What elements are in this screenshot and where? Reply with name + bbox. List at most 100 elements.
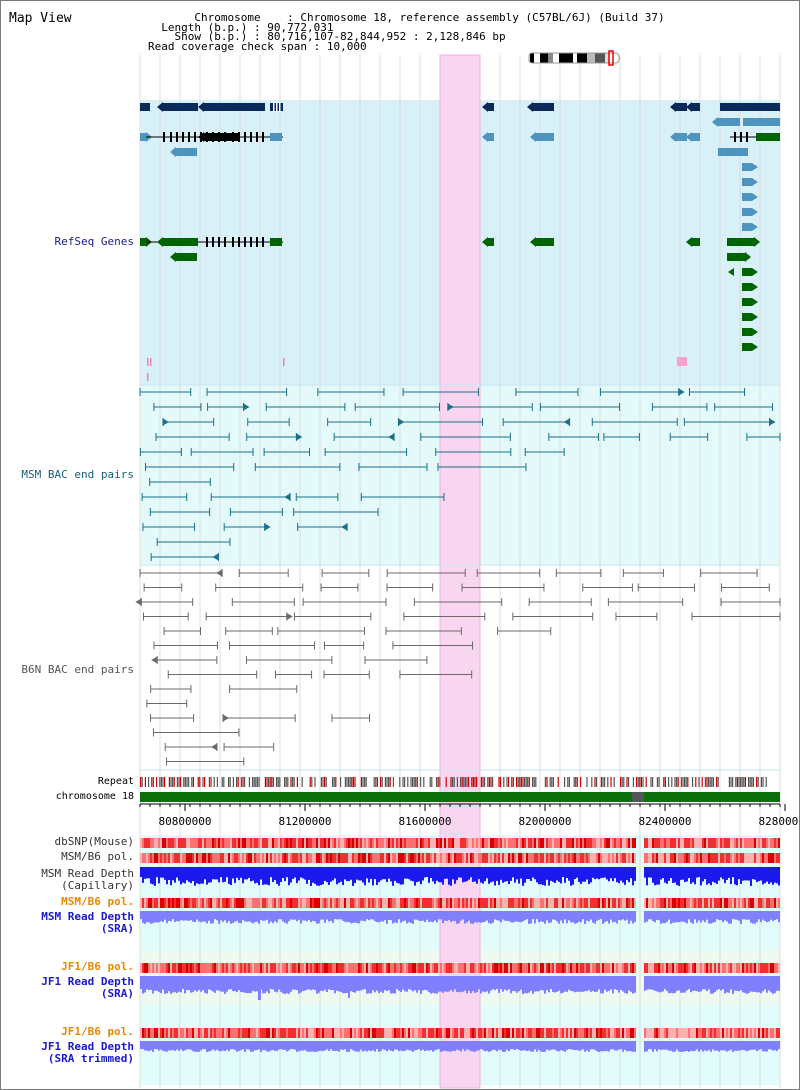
jf1-pol-heat xyxy=(158,963,160,973)
msm-depth-capillary-bar xyxy=(698,867,700,878)
track-label-jf1-depth-trimmed[interactable]: JF1 Read Depth xyxy=(41,1040,134,1053)
msm-pol2-heat xyxy=(768,898,770,908)
track-label-dbsnp[interactable]: dbSNP(Mouse) xyxy=(54,835,134,848)
jf1-pol-heat xyxy=(376,963,378,973)
msm-pol2-heat xyxy=(364,898,366,908)
msm-pol-heat xyxy=(450,853,452,863)
track-label-jf1-b6-pol-1[interactable]: JF1/B6 pol. xyxy=(61,960,134,973)
msm-pol2-heat xyxy=(446,898,448,908)
jf1-pol-heat xyxy=(736,963,738,973)
track-label-refseq[interactable]: RefSeq Genes xyxy=(54,235,134,248)
msm-pol2-heat xyxy=(742,898,744,908)
jf1-depth-sra-bar xyxy=(646,976,648,990)
jf1-depth-trimmed-bar xyxy=(370,1041,372,1052)
jf1-depth-trimmed-bar xyxy=(666,1041,668,1050)
msm-pol-heat xyxy=(754,853,756,863)
jf1-pol-heat xyxy=(488,963,490,973)
jf1-pol2-heat xyxy=(390,1028,392,1038)
dbsnp-heat xyxy=(318,838,320,848)
jf1-pol2-heat xyxy=(466,1028,468,1038)
msm-depth-capillary-bar xyxy=(304,867,306,880)
track-label-msm-depth-sra[interactable]: MSM Read Depth xyxy=(41,910,134,923)
gene-strand-arrow xyxy=(752,178,758,186)
dbsnp-heat xyxy=(192,838,194,848)
jf1-depth-trimmed-bar xyxy=(530,1041,532,1052)
msm-depth-sra-bar xyxy=(330,911,332,921)
dbsnp-heat xyxy=(282,838,284,848)
repeat-mark xyxy=(152,777,154,787)
repeat-mark xyxy=(732,777,734,787)
msm-depth-sra-bar xyxy=(402,911,404,922)
track-label-repeat[interactable]: Repeat xyxy=(97,776,134,787)
jf1-depth-sra-bar xyxy=(214,976,216,993)
msm-depth-capillary-bar xyxy=(398,867,400,884)
jf1-pol-heat xyxy=(450,963,452,973)
repeat-mark xyxy=(516,777,518,787)
msm-depth-capillary-bar xyxy=(726,867,728,880)
msm-pol2-heat xyxy=(478,898,480,908)
jf1-depth-trimmed-bar xyxy=(442,1041,444,1052)
msm-depth-capillary-bar xyxy=(712,867,714,882)
msm-pol2-heat xyxy=(438,898,440,908)
jf1-depth-sra-bar xyxy=(540,976,542,990)
msm-pol2-heat xyxy=(484,898,486,908)
ideogram-band xyxy=(559,53,573,63)
msm-pol-heat xyxy=(324,853,326,863)
jf1-pol2-heat xyxy=(354,1028,356,1038)
msm-pol2-heat xyxy=(460,898,462,908)
msm-depth-sra-bar xyxy=(206,911,208,924)
jf1-depth-trimmed-bar xyxy=(482,1041,484,1051)
jf1-pol2-heat xyxy=(470,1028,472,1038)
page-title: Map View xyxy=(9,11,72,26)
msm-depth-capillary-bar xyxy=(178,867,180,881)
track-label-msm-depth-capillary[interactable]: MSM Read Depth xyxy=(41,867,134,880)
jf1-pol-heat xyxy=(702,963,704,973)
msm-pol2-heat xyxy=(452,898,454,908)
jf1-pol2-heat xyxy=(726,1028,728,1038)
jf1-pol2-heat xyxy=(398,1028,400,1038)
jf1-pol-heat xyxy=(650,963,652,973)
dbsnp-heat xyxy=(750,838,752,848)
msm-depth-sra-bar xyxy=(386,911,388,924)
msm-depth-sra-bar xyxy=(272,911,274,924)
jf1-pol-heat xyxy=(454,963,456,973)
msm-pol2-heat xyxy=(756,898,758,908)
msm-pol2-heat xyxy=(774,898,776,908)
msm-pol2-heat xyxy=(402,898,404,908)
msm-depth-sra-bar xyxy=(558,911,560,924)
gene-exon xyxy=(262,237,264,247)
track-label-b6n-bac[interactable]: B6N BAC end pairs xyxy=(21,663,134,676)
jf1-pol-heat xyxy=(284,963,286,973)
msm-depth-sra-bar xyxy=(658,911,660,921)
dbsnp-heat xyxy=(164,838,166,848)
track-label-jf1-b6-pol-2[interactable]: JF1/B6 pol. xyxy=(61,1025,134,1038)
msm-depth-sra-bar xyxy=(144,911,146,924)
gene-exon xyxy=(238,132,240,142)
bac-end-arrow xyxy=(162,418,169,426)
repeat-mark xyxy=(488,777,490,787)
msm-depth-capillary-bar xyxy=(696,867,698,878)
jf1-pol-heat xyxy=(622,963,624,973)
bac-end-arrow xyxy=(223,714,230,722)
jf1-pol2-heat xyxy=(172,1028,174,1038)
track-label-chromosome[interactable]: chromosome 18 xyxy=(55,791,134,802)
track-label-jf1-depth-sra[interactable]: JF1 Read Depth xyxy=(41,975,134,988)
track-label-msm-bac[interactable]: MSM BAC end pairs xyxy=(21,468,134,481)
msm-pol2-heat xyxy=(320,898,322,908)
jf1-pol2-heat xyxy=(282,1028,284,1038)
msm-pol-heat xyxy=(398,853,400,863)
jf1-depth-sra-bar xyxy=(764,976,766,990)
dbsnp-heat xyxy=(504,838,506,848)
jf1-depth-sra-bar xyxy=(752,976,754,992)
jf1-pol2-heat xyxy=(360,1028,362,1038)
ideogram-outline xyxy=(528,52,620,64)
track-label-msm-b6-pol-2[interactable]: MSM/B6 pol. xyxy=(61,895,134,908)
msm-pol2-heat xyxy=(524,898,526,908)
jf1-pol-heat xyxy=(160,963,162,973)
track-label-msm-b6-pol-1[interactable]: MSM/B6 pol. xyxy=(61,850,134,863)
dbsnp-heat xyxy=(720,838,722,848)
jf1-depth-trimmed-bar xyxy=(216,1041,218,1050)
jf1-depth-trimmed-bar xyxy=(360,1041,362,1050)
msm-depth-capillary-bar xyxy=(268,867,270,886)
msm-pol-heat xyxy=(762,853,764,863)
